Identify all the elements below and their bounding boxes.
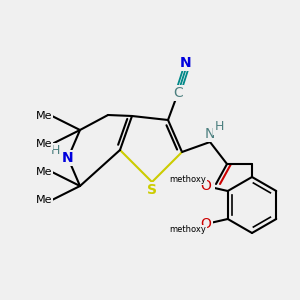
Text: Me: Me (35, 111, 52, 121)
Text: N: N (180, 56, 192, 70)
Text: O: O (200, 217, 211, 231)
Text: H: H (214, 121, 224, 134)
Text: O: O (202, 177, 213, 191)
Text: methoxy: methoxy (169, 226, 206, 235)
Text: N: N (205, 127, 215, 141)
Text: O: O (200, 179, 211, 193)
Text: C: C (173, 86, 183, 100)
Text: Me: Me (35, 195, 52, 205)
Text: Me: Me (35, 139, 52, 149)
Text: H: H (50, 145, 60, 158)
Text: Me: Me (35, 167, 52, 177)
Text: S: S (147, 183, 157, 197)
Text: N: N (62, 151, 74, 165)
Text: methoxy: methoxy (169, 176, 206, 184)
